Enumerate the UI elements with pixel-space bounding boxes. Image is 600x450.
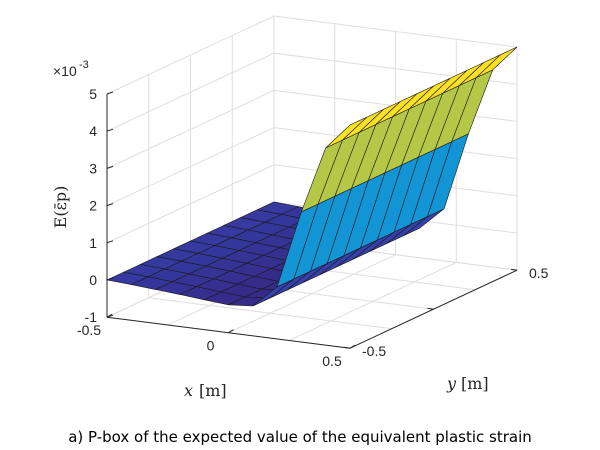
z-exponent-power: -3 bbox=[79, 59, 89, 71]
z-tick-mark bbox=[106, 277, 114, 281]
y-tick-mark bbox=[427, 307, 434, 310]
z-tick-label: 1 bbox=[89, 235, 97, 251]
floor-gridline-y bbox=[148, 297, 392, 330]
svg-text:[m]: [m] bbox=[461, 374, 489, 393]
x-tick-mark bbox=[349, 344, 356, 349]
surface-plot: -1 0 1 2 3 4 5 -0.5 0 0.5 -0.5 0.5 ×10 -3 E(ε̄p) x … bbox=[51, 15, 549, 400]
y-tick-mark bbox=[343, 346, 351, 349]
z-tick-label: 2 bbox=[89, 198, 97, 214]
surface-face bbox=[325, 116, 367, 149]
axes-grid bbox=[106, 15, 518, 349]
svg-text:x: x bbox=[184, 381, 193, 400]
z-tick-label: 3 bbox=[89, 160, 97, 176]
x-axis-label: x [m] bbox=[184, 381, 227, 400]
svg-text:y: y bbox=[446, 374, 457, 393]
z-tick-mark bbox=[106, 128, 114, 132]
z-tick-mark bbox=[106, 91, 114, 95]
z-tick-mark bbox=[106, 165, 114, 169]
y-tick-label: 0.5 bbox=[529, 265, 549, 281]
z-axis-label: E(ε̄p) bbox=[51, 186, 70, 229]
surface-mesh bbox=[106, 46, 518, 307]
z-tick-label: -1 bbox=[85, 309, 98, 325]
svg-text:E(ε̄p): E(ε̄p) bbox=[51, 186, 70, 229]
x-tick-label: 0 bbox=[207, 338, 215, 354]
y-axis-label: y [m] bbox=[446, 374, 489, 393]
x-tick-label: -0.5 bbox=[77, 322, 101, 338]
z-tick-mark bbox=[106, 240, 114, 244]
y-tick-label: -0.5 bbox=[362, 343, 386, 359]
z-tick-label: 4 bbox=[89, 123, 97, 139]
svg-text:[m]: [m] bbox=[199, 381, 227, 400]
z-tick-mark bbox=[106, 203, 114, 207]
y-tick-mark bbox=[510, 268, 518, 271]
z-exponent-base: ×10 bbox=[53, 63, 77, 79]
x-tick-mark bbox=[228, 329, 234, 334]
figure-caption: a) P-box of the expected value of the eq… bbox=[68, 428, 532, 446]
z-tick-label: 0 bbox=[89, 272, 97, 288]
x-tick-label: 0.5 bbox=[322, 353, 342, 369]
x-tick-mark bbox=[106, 313, 113, 318]
z-tick-label: 5 bbox=[89, 86, 97, 102]
tick-labels: -1 0 1 2 3 4 5 -0.5 0 0.5 -0.5 0.5 bbox=[77, 86, 549, 369]
surface-face bbox=[475, 46, 518, 78]
